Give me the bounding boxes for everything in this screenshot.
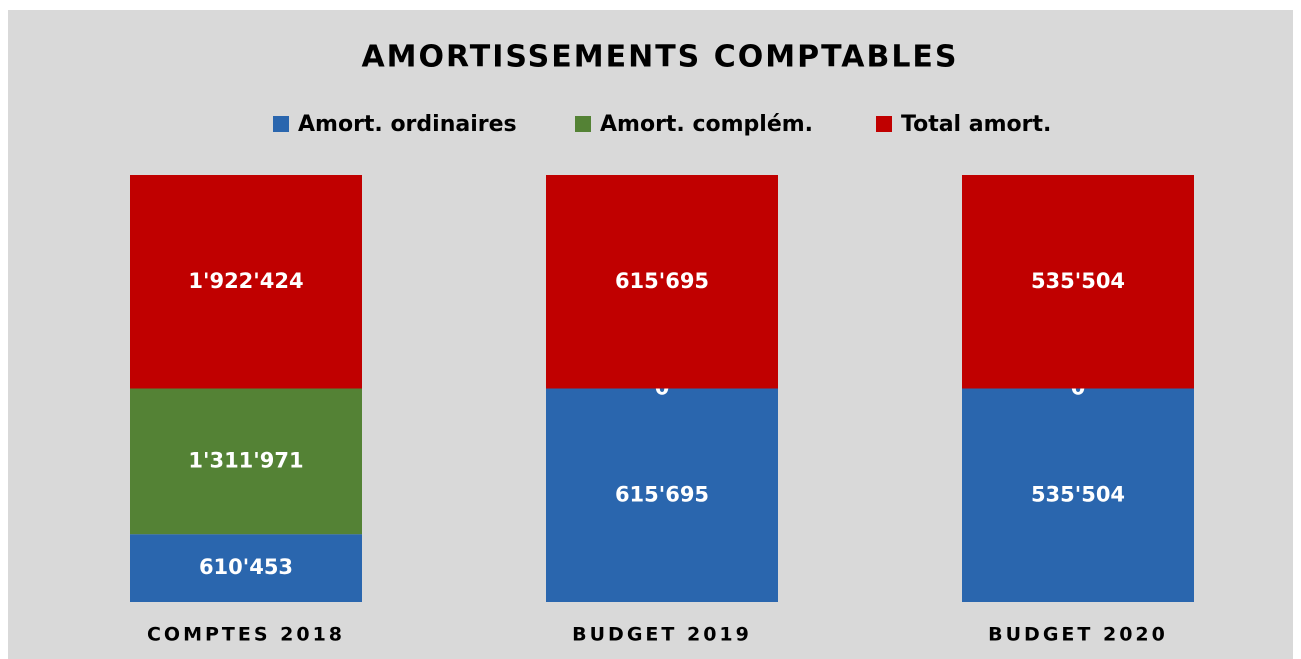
bar-segment [962, 175, 1194, 389]
bar-segment [962, 388, 1194, 602]
bar-segment [130, 534, 362, 602]
x-tick-label: COMPTES 2018 [147, 624, 345, 646]
bar-segment [546, 388, 778, 602]
legend-swatch [273, 116, 289, 132]
chart-title: AMORTISSEMENTS COMPTABLES [361, 40, 958, 75]
data-label: 535'504 [1031, 482, 1125, 506]
legend-label: Total amort. [901, 112, 1051, 137]
data-label: 1'922'424 [188, 269, 303, 293]
legend-swatch [876, 116, 892, 132]
data-label: 535'504 [1031, 269, 1125, 293]
legend-swatch [575, 116, 591, 132]
legend-label: Amort. ordinaires [298, 112, 517, 137]
legend-label: Amort. complém. [600, 112, 813, 137]
x-tick-label: BUDGET 2019 [572, 624, 752, 646]
data-label: 615'695 [615, 269, 709, 293]
bar-segment [130, 175, 362, 389]
data-label: 1'311'971 [188, 448, 303, 472]
data-label: 610'453 [199, 555, 293, 579]
x-tick-label: BUDGET 2020 [988, 624, 1168, 646]
data-label: 615'695 [615, 482, 709, 506]
bar-segment [130, 388, 362, 535]
bar-segment [546, 175, 778, 389]
